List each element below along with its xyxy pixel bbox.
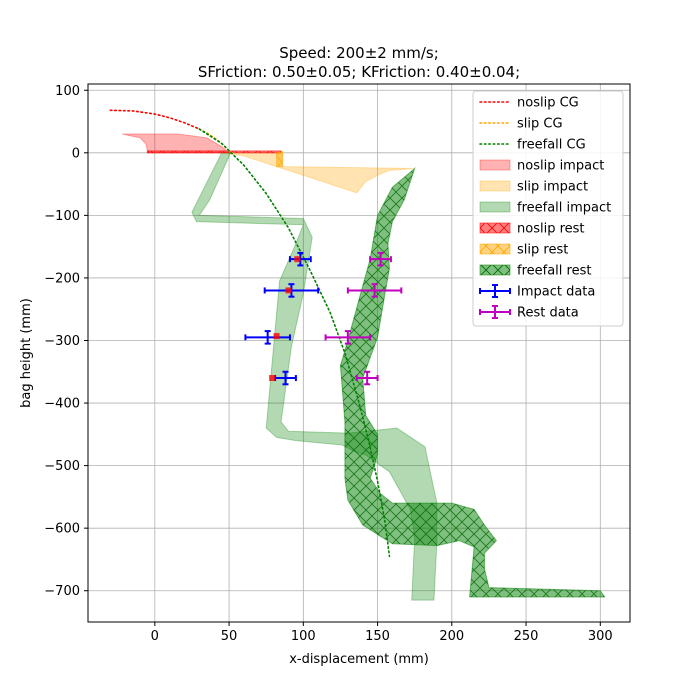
legend-item-noslip-impact: noslip impact [479,159,604,174]
x-tick-label-5: 250 [514,629,539,644]
x-tick-label-6: 300 [588,629,613,644]
legend-item-slip-cg: slip CG [479,117,563,132]
y-tick-label-4: −300 [44,334,80,349]
red-marker-2 [273,333,280,340]
chart-title-line2: SFriction: 0.50±0.05; KFriction: 0.40±0.… [198,63,520,81]
y-tick-label-8: −700 [44,584,80,599]
legend-label: freefall CG [517,138,586,153]
y-tick-label-0: 100 [55,84,80,99]
legend-label: noslip rest [517,222,585,237]
slip-rest-band [276,150,284,168]
legend-item-rest-data: Rest data [479,305,579,321]
y-tick-label-7: −600 [44,522,80,537]
y-tick-label-2: −100 [44,209,80,224]
legend-label: Rest data [517,306,579,321]
legend-label: freefall rest [517,264,591,279]
rest-point-2 [324,330,372,345]
data-markers [244,251,403,386]
y-axis-label: bag height (mm) [19,298,34,408]
legend-item-noslip-rest: noslip rest [479,222,585,237]
legend-label: slip impact [517,180,588,195]
legend-item-freefall-impact: freefall impact [479,201,611,216]
noslip-rest-band [146,150,282,154]
legend-item-slip-impact: slip impact [479,180,588,195]
x-axis-label: x-displacement (mm) [289,652,429,667]
slip-impact-fill [224,150,415,194]
y-ticks: 100 0 −100 −200 −300 −400 −500 −600 −700 [44,84,88,599]
freefall-rest-hatch [340,168,605,597]
rest-point-1 [346,283,403,298]
legend-item-noslip-cg: noslip CG [479,96,579,111]
noslip-impact-fill [122,133,231,154]
y-tick-label-6: −500 [44,459,80,474]
x-tick-label-2: 100 [291,629,316,644]
legend-label: slip rest [517,243,568,258]
legend-label: noslip CG [517,96,579,111]
x-tick-label-4: 200 [439,629,464,644]
slip-rest-hatch [276,151,283,167]
legend-label: noslip impact [517,159,604,174]
bands [122,133,606,601]
x-tick-label-0: 0 [151,629,159,644]
x-tick-label-3: 150 [365,629,390,644]
red-marker-0 [294,256,301,263]
y-tick-label-3: −200 [44,271,80,286]
x-tick-label-1: 50 [221,629,238,644]
legend-label: freefall impact [517,201,611,216]
chart-title-line1: Speed: 200±2 mm/s; [279,44,439,62]
noslip-cg-line [109,109,201,130]
y-tick-label-1: 0 [72,146,80,161]
impact-point-2 [244,330,291,345]
noslip-rest-hatch [147,150,282,153]
legend-item-freefall-cg: freefall CG [479,138,586,153]
legend-item-freefall-rest: freefall rest [479,264,591,279]
red-marker-3 [269,375,276,382]
rest-point-3 [355,370,379,386]
freefall-cg-line [198,128,391,558]
freefall-impact-fill [191,152,438,601]
freefall-impact-band [191,152,438,601]
plot-frame [87,83,631,623]
rest-point-0 [369,251,392,267]
y-tick-label-5: −400 [44,397,80,412]
legend-item-impact-data: Impact data [479,284,595,300]
cg-lines [109,109,391,558]
impact-point-0 [288,251,312,267]
freefall-rest-band [339,166,606,598]
noslip-impact-band [122,133,231,154]
legend-label: slip CG [517,117,563,132]
legend: noslip CG slip CG freefall CG noslip impact… [472,90,624,327]
x-ticks: 0 50 100 150 200 250 300 [151,622,613,644]
red-marker-1 [285,287,292,294]
legend-label: Impact data [517,285,595,300]
legend-item-slip-rest: slip rest [479,243,568,258]
slip-impact-band [224,150,415,194]
